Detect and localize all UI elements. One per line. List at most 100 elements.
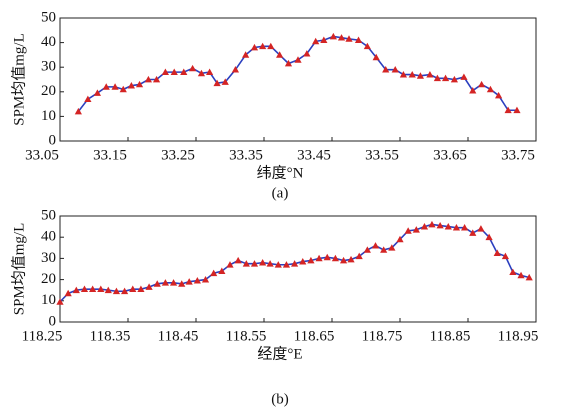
data-point — [320, 36, 328, 44]
data-point — [355, 252, 363, 260]
x-tick-label: 33.65 — [433, 147, 467, 163]
data-point — [461, 224, 469, 231]
x-tick-label: 33.35 — [229, 147, 263, 163]
data-point — [137, 285, 145, 293]
data-point — [152, 75, 161, 83]
data-point — [416, 72, 424, 79]
data-point — [452, 224, 461, 231]
y-tick-label: 50 — [41, 9, 56, 25]
data-point — [111, 83, 119, 90]
data-point — [206, 68, 214, 75]
data-point — [170, 68, 178, 75]
data-point — [315, 254, 323, 262]
data-point — [93, 89, 101, 96]
data-point — [428, 220, 436, 228]
data-point — [112, 287, 121, 295]
data-point — [121, 287, 129, 295]
data-point — [382, 66, 390, 73]
data-point — [80, 285, 89, 293]
x-axis-label: 纬度°N — [257, 164, 304, 181]
data-point — [485, 233, 493, 241]
x-axis-label: 经度°E — [257, 345, 302, 362]
data-point — [436, 221, 444, 229]
data-point — [354, 36, 363, 44]
data-point — [193, 277, 201, 284]
data-point — [161, 279, 169, 286]
data-point — [501, 252, 509, 260]
data-point — [339, 256, 348, 264]
data-point — [231, 66, 240, 73]
subplot: 0 10 20 30 40 50 118.25 118.35 118.45 118.55 118.6… — [10, 207, 538, 407]
data-point — [72, 286, 80, 294]
data-point — [363, 42, 371, 50]
data-point — [469, 86, 477, 94]
data-point — [441, 74, 450, 82]
x-tick-label: 118.55 — [226, 328, 267, 344]
data-point — [303, 50, 311, 57]
x-tick-label: 33.15 — [93, 147, 127, 163]
data-point — [478, 80, 486, 88]
data-point — [444, 223, 452, 230]
data-point — [513, 106, 521, 114]
data-point — [396, 235, 404, 243]
data-point — [329, 32, 337, 40]
data-point — [517, 271, 525, 279]
data-point — [404, 227, 412, 234]
x-tick-label: 33.55 — [365, 147, 399, 163]
data-point — [331, 254, 339, 262]
y-tick-label: 40 — [41, 34, 56, 50]
data-point — [337, 34, 346, 41]
x-tick-label: 118.35 — [90, 328, 131, 344]
x-tick-label: 118.65 — [294, 328, 335, 344]
data-point — [97, 285, 105, 293]
data-point — [299, 257, 307, 265]
plot-frame — [59, 215, 537, 323]
data-point — [391, 66, 399, 73]
data-point — [210, 269, 218, 277]
x-tick-label: 118.85 — [430, 328, 471, 344]
data-point — [469, 229, 477, 236]
data-point — [380, 246, 388, 253]
y-tick-label: 20 — [41, 271, 56, 287]
data-point — [509, 268, 517, 276]
data-point — [312, 37, 320, 45]
y-axis-label: SPM均值mg/L — [10, 33, 27, 126]
data-point — [493, 249, 501, 256]
y-tick-label: 50 — [41, 207, 56, 223]
data-point — [64, 289, 72, 297]
data-point — [276, 51, 284, 58]
x-tick-label: 33.05 — [25, 147, 59, 163]
x-tick-label: 118.45 — [158, 328, 199, 344]
data-point — [363, 246, 371, 253]
y-tick-label: 40 — [41, 229, 56, 245]
data-point — [135, 80, 144, 88]
data-point — [127, 82, 135, 89]
data-point — [145, 283, 153, 290]
data-point — [372, 53, 380, 61]
data-point — [221, 78, 229, 85]
data-line — [77, 35, 517, 112]
data-point — [178, 280, 186, 287]
subplot: 0 10 20 30 40 50 33.05 33.15 33.25 33.35 33.45 33.5… — [10, 9, 537, 201]
data-point — [102, 83, 110, 90]
y-tick-label: 0 — [49, 313, 57, 329]
data-point — [504, 106, 512, 114]
data-point — [477, 225, 485, 232]
data-point — [388, 244, 396, 251]
data-point — [119, 85, 127, 93]
x-tick-label: 33.45 — [297, 147, 331, 163]
data-point — [307, 256, 315, 264]
data-point — [74, 107, 82, 115]
data-point — [185, 278, 193, 285]
data-point — [371, 242, 380, 249]
data-point — [486, 85, 495, 93]
data-point — [450, 75, 458, 83]
data-point — [242, 51, 250, 58]
data-point — [250, 260, 259, 267]
x-tick-label: 118.75 — [362, 328, 403, 344]
data-point — [323, 253, 331, 261]
data-point — [89, 285, 97, 293]
data-point — [104, 286, 112, 294]
data-point — [525, 273, 533, 281]
data-point — [291, 260, 299, 267]
